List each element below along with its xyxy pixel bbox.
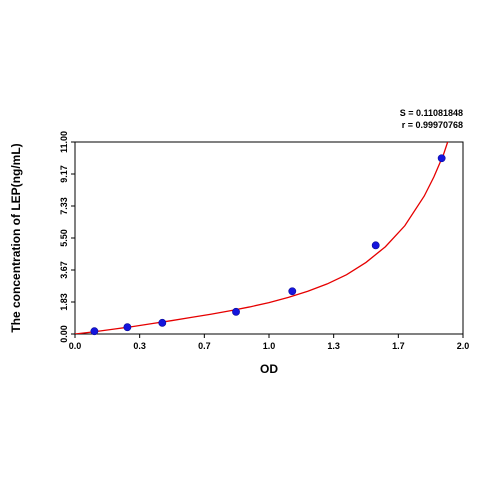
data-point (232, 307, 240, 316)
y-tick-label: 7.33 (59, 197, 69, 215)
x-tick-label: 0.7 (198, 341, 211, 351)
y-tick-label: 11.00 (59, 131, 69, 153)
y-tick-label: 0.00 (59, 325, 69, 343)
x-tick-label: 1.7 (392, 341, 405, 351)
data-point (288, 287, 297, 296)
plot-frame (74, 141, 464, 335)
data-point (371, 241, 380, 250)
fit-stat-s: S = 0.11081848 (400, 108, 463, 118)
y-tick-label: 3.67 (59, 261, 69, 279)
data-point (437, 154, 446, 163)
fit-stat-r: r = 0.99970768 (402, 120, 463, 130)
x-tick-label: 1.3 (327, 341, 340, 351)
fit-curve-line (75, 142, 449, 334)
data-point (158, 318, 167, 327)
y-tick-label: 9.17 (59, 165, 69, 183)
y-axis-title: The concentration of LEP(ng/mL) (9, 143, 23, 332)
y-tick-label: 5.50 (59, 229, 69, 247)
y-tick-label: 1.83 (59, 293, 69, 311)
data-points (90, 154, 446, 336)
x-axis-ticks: 0.0 0.3 0.7 1.0 1.3 1.7 2.0 (69, 334, 470, 351)
x-tick-label: 0.3 (133, 341, 146, 351)
y-axis-ticks: 0.00 1.83 3.67 5.50 7.33 9.17 11.00 (59, 131, 75, 343)
data-point (123, 323, 132, 332)
x-tick-label: 1.0 (263, 341, 276, 351)
x-tick-label: 2.0 (457, 341, 470, 351)
x-axis-title: OD (260, 362, 278, 376)
chart-marks (75, 142, 449, 334)
x-tick-label: 0.0 (69, 341, 82, 351)
data-point (90, 327, 99, 336)
